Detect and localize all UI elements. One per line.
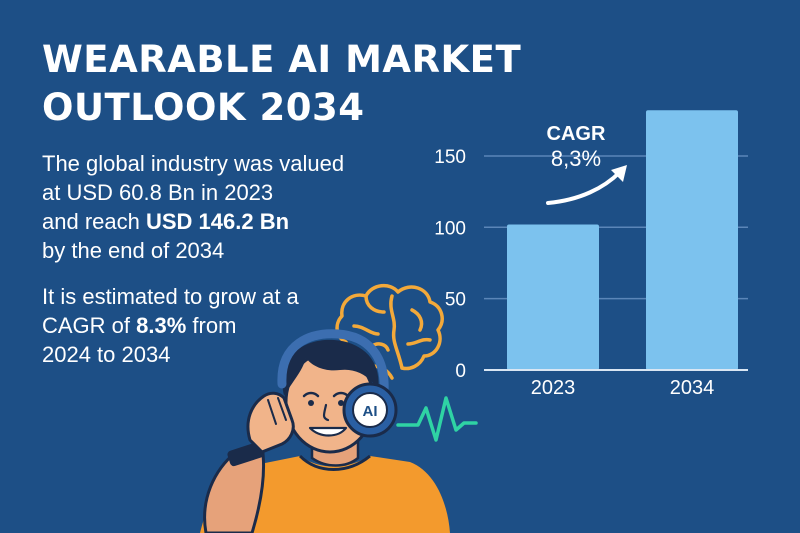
headset-ai-label: AI	[363, 403, 378, 420]
intro-line-1: The global industry was valued	[42, 151, 345, 176]
intro-paragraph: The global industry was valued at USD 60…	[42, 149, 344, 265]
growth-line-3: 2024 to 2034	[42, 342, 171, 367]
intro-line-3-prefix: and reach	[42, 209, 146, 234]
headphone-band	[277, 329, 389, 397]
growth-line-1: It is estimated to grow at a	[42, 284, 299, 309]
title-line-2: OUTLOOK 2034	[42, 86, 365, 129]
intro-line-3-bold: USD 146.2 Bn	[145, 209, 290, 234]
ai-headphone-earcup: AI	[342, 382, 398, 438]
growth-line-2-suffix: from	[186, 313, 237, 338]
growth-paragraph: It is estimated to grow at a CAGR of 8.3…	[42, 282, 299, 369]
intro-line-3: and reach USD 146.2 Bn	[42, 207, 344, 236]
hand	[246, 391, 295, 454]
title-line-1: WEARABLE AI MARKET	[42, 38, 522, 81]
growth-line-2-bold: 8.3%	[136, 313, 187, 338]
intro-line-4: by the end of 2034	[42, 238, 225, 263]
page-title: WEARABLE AI MARKET OUTLOOK 2034	[42, 36, 521, 132]
smartwatch	[227, 441, 265, 467]
intro-line-2: at USD 60.8 Bn in 2023	[42, 180, 274, 205]
growth-line-2: CAGR of 8.3% from	[42, 311, 299, 340]
heartbeat-pulse-icon	[396, 396, 478, 442]
growth-line-2-prefix: CAGR of	[42, 313, 137, 338]
